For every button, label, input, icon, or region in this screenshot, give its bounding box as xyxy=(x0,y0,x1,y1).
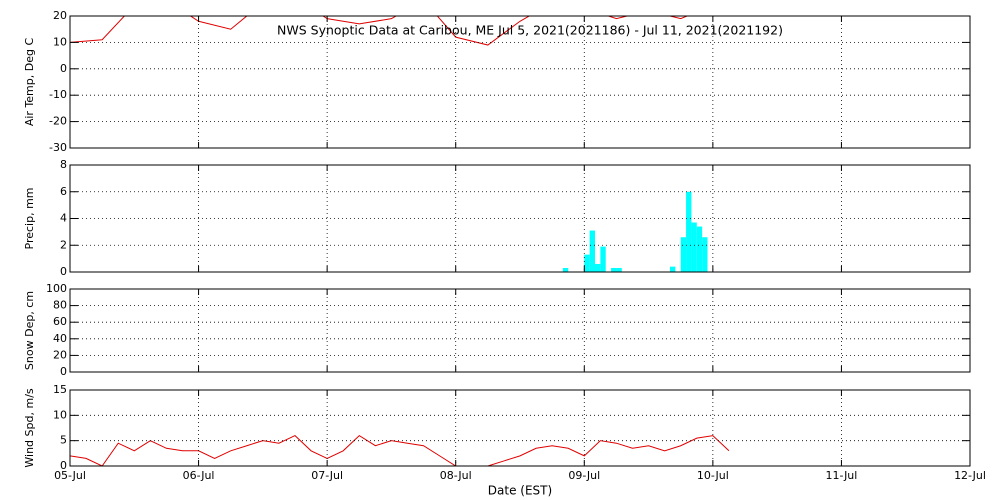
bar xyxy=(670,266,676,272)
x-tick-label: 06-Jul xyxy=(183,469,215,482)
x-tick-label: 08-Jul xyxy=(440,469,472,482)
y-tick-label: 15 xyxy=(53,383,67,396)
y-tick-label: 100 xyxy=(46,282,67,295)
bar xyxy=(562,267,569,272)
bar xyxy=(595,263,601,272)
bar xyxy=(600,246,606,272)
bar xyxy=(616,267,622,272)
y-tick-label: 8 xyxy=(60,158,67,171)
y-tick-label: 40 xyxy=(53,332,67,345)
x-axis-label: Date (EST) xyxy=(488,484,552,498)
y-tick-label: 10 xyxy=(53,408,67,421)
bar xyxy=(584,254,590,272)
y-tick-label: 20 xyxy=(53,348,67,361)
y-tick-label: 2 xyxy=(60,238,67,251)
x-tick-label: 10-Jul xyxy=(697,469,729,482)
y-tick-label: 5 xyxy=(60,434,67,447)
bar xyxy=(702,237,708,272)
x-tick-label: 11-Jul xyxy=(825,469,857,482)
line xyxy=(70,16,689,46)
plot xyxy=(70,434,730,466)
x-tick-label: 07-Jul xyxy=(311,469,343,482)
y-axis-label: Wind Spd, m/s xyxy=(23,388,36,468)
plot xyxy=(562,191,708,272)
y-axis-label: Snow Dep, cm xyxy=(23,291,36,370)
y-tick-label: 6 xyxy=(60,185,67,198)
y-axis-label: Air Temp, Deg C xyxy=(23,38,36,127)
y-tick-label: 4 xyxy=(60,212,67,225)
bar xyxy=(686,191,692,272)
frame xyxy=(69,288,971,373)
y-tick-label: 0 xyxy=(60,365,67,378)
y-tick-label: 20 xyxy=(53,9,67,22)
y-tick-label: 0 xyxy=(60,459,67,472)
chart-title: NWS Synoptic Data at Caribou, ME Jul 5, … xyxy=(277,23,783,38)
y-tick-label: 60 xyxy=(53,315,67,328)
line xyxy=(70,434,730,466)
bar xyxy=(589,230,595,272)
y-tick-label: 10 xyxy=(53,35,67,48)
bar xyxy=(696,226,703,272)
x-tick-label: 09-Jul xyxy=(568,469,600,482)
bar xyxy=(611,267,617,272)
plot xyxy=(70,16,689,46)
y-tick-label: -30 xyxy=(49,141,67,154)
y-axis-label: Precip, mm xyxy=(23,188,36,250)
y-tick-label: 0 xyxy=(60,62,67,75)
y-tick-label: 0 xyxy=(60,265,67,278)
y-tick-label: 80 xyxy=(53,299,67,312)
y-tick-label: -10 xyxy=(49,88,67,101)
bar xyxy=(680,237,687,272)
y-tick-label: -20 xyxy=(49,115,67,128)
frame xyxy=(69,389,971,467)
bar xyxy=(691,222,697,272)
x-tick-label: 12-Jul xyxy=(954,469,986,482)
x-tick-label: 05-Jul xyxy=(54,469,86,482)
frame xyxy=(69,15,971,149)
